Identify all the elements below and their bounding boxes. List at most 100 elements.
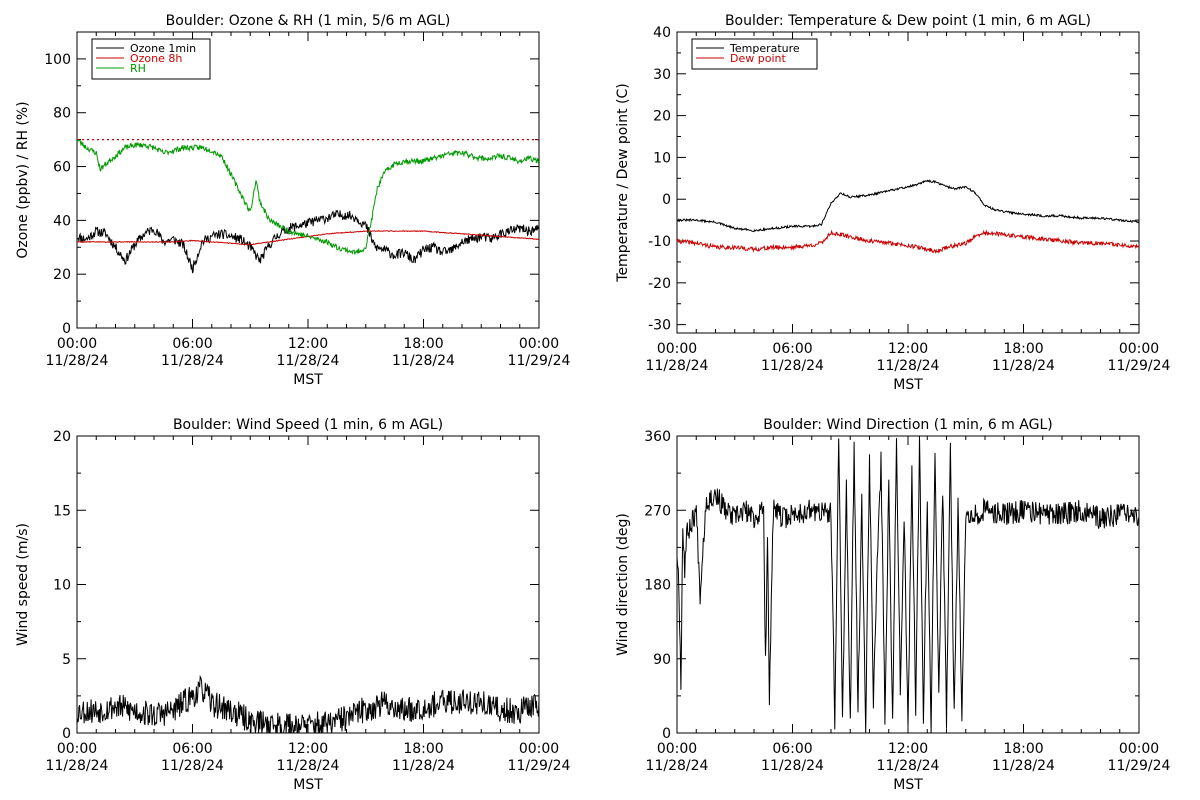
x-tick-label: 11/28/24 — [46, 353, 109, 369]
y-tick-label: 40 — [653, 25, 671, 41]
legend-label: Ozone 1min — [130, 42, 196, 55]
x-tick-label: 18:00 — [1003, 341, 1043, 357]
y-tick-label: 0 — [62, 321, 71, 337]
legend-box — [91, 38, 211, 80]
data-area — [77, 674, 539, 733]
y-tick-label: 20 — [53, 429, 71, 445]
x-tick-label: 06:00 — [772, 341, 812, 357]
y-axis-label: Wind speed (m/s) — [15, 523, 31, 646]
legend-label: Ozone 8h — [130, 52, 182, 65]
legend-box — [691, 38, 818, 70]
x-tick-label: 11/28/24 — [877, 758, 940, 774]
series-line-temperature — [677, 179, 1139, 233]
x-tick-label: 11/29/24 — [508, 758, 571, 774]
y-tick-label: -30 — [648, 318, 671, 334]
y-tick-label: 90 — [653, 652, 671, 668]
y-axis-label: Wind direction (deg) — [615, 513, 631, 656]
legend-label: Temperature — [729, 42, 800, 55]
y-tick-label: -10 — [648, 234, 671, 250]
x-tick-label: 12:00 — [888, 741, 928, 757]
panel-title: Boulder: Ozone & RH (1 min, 5/6 m AGL) — [166, 13, 451, 29]
panel-title: Boulder: Temperature & Dew point (1 min,… — [725, 13, 1091, 29]
x-tick-label: 11/28/24 — [161, 353, 224, 369]
x-axis-label: MST — [893, 377, 923, 393]
y-tick-label: 0 — [662, 192, 671, 208]
y-tick-label: 10 — [53, 578, 71, 594]
panel-ozone-rh: Boulder: Ozone & RH (1 min, 5/6 m AGL) M… — [15, 13, 571, 388]
x-tick-label: 11/28/24 — [161, 758, 224, 774]
plot-frame — [76, 435, 540, 734]
x-tick-label: 00:00 — [657, 741, 697, 757]
x-axis-label: MST — [293, 777, 323, 793]
x-tick-label: 12:00 — [288, 741, 328, 757]
x-tick-label: 11/28/24 — [392, 353, 455, 369]
x-tick-label: 11/28/24 — [761, 358, 824, 374]
x-tick-label: 11/28/24 — [646, 358, 709, 374]
x-tick-label: 06:00 — [172, 741, 212, 757]
panel-wind-speed: Boulder: Wind Speed (1 min, 6 m AGL) MST… — [15, 417, 571, 793]
y-tick-label: 15 — [53, 503, 71, 519]
x-tick-label: 11/28/24 — [877, 358, 940, 374]
series-line-dew-point — [677, 229, 1139, 254]
series-line-ozone-1min — [77, 209, 539, 274]
y-tick-label: 30 — [653, 67, 671, 83]
x-tick-label: 11/28/24 — [277, 353, 340, 369]
x-axis-label: MST — [293, 372, 323, 388]
x-tick-label: 11/28/24 — [392, 758, 455, 774]
y-tick-label: 40 — [53, 213, 71, 229]
x-tick-label: 18:00 — [1003, 741, 1043, 757]
x-tick-label: 11/28/24 — [277, 758, 340, 774]
x-tick-label: 18:00 — [403, 741, 443, 757]
y-tick-label: 20 — [653, 109, 671, 125]
y-tick-label: 10 — [653, 150, 671, 166]
series-line-ozone-8h — [77, 230, 539, 246]
x-tick-label: 18:00 — [403, 336, 443, 352]
data-area — [677, 179, 1139, 254]
plot-frame — [676, 435, 1140, 734]
x-tick-label: 11/28/24 — [46, 758, 109, 774]
x-tick-label: 12:00 — [288, 336, 328, 352]
y-axis-label: Ozone (ppbv) / RH (%) — [15, 101, 31, 258]
legend-label: Dew point — [730, 52, 786, 65]
y-tick-label: 80 — [53, 106, 71, 122]
x-tick-label: 00:00 — [519, 336, 559, 352]
y-tick-label: 180 — [644, 578, 671, 594]
x-tick-label: 12:00 — [888, 341, 928, 357]
panel-title: Boulder: Wind Direction (1 min, 6 m AGL) — [763, 417, 1052, 433]
panel-wind-direction: Boulder: Wind Direction (1 min, 6 m AGL)… — [615, 417, 1171, 793]
x-tick-label: 11/28/24 — [646, 758, 709, 774]
x-tick-label: 00:00 — [57, 336, 97, 352]
panel-temperature-dewpoint: Boulder: Temperature & Dew point (1 min,… — [615, 13, 1171, 393]
plot-frame — [676, 31, 1140, 334]
series-line-rh — [77, 139, 539, 255]
data-area — [77, 139, 539, 274]
x-tick-label: 11/28/24 — [761, 758, 824, 774]
x-tick-label: 11/29/24 — [1108, 758, 1171, 774]
panel-title: Boulder: Wind Speed (1 min, 6 m AGL) — [173, 417, 443, 433]
x-axis-label: MST — [893, 777, 923, 793]
y-tick-label: 0 — [62, 726, 71, 742]
series-line-data — [77, 674, 539, 733]
x-tick-label: 00:00 — [657, 341, 697, 357]
x-tick-label: 11/28/24 — [992, 758, 1055, 774]
y-tick-label: 60 — [53, 160, 71, 176]
x-tick-label: 00:00 — [1119, 341, 1159, 357]
y-tick-label: 270 — [644, 503, 671, 519]
y-axis-label: Temperature / Dew point (C) — [615, 83, 631, 282]
x-tick-label: 11/29/24 — [1108, 358, 1171, 374]
x-tick-label: 11/28/24 — [992, 358, 1055, 374]
y-tick-label: 20 — [53, 267, 71, 283]
y-tick-label: 5 — [62, 652, 71, 668]
x-tick-label: 06:00 — [172, 336, 212, 352]
x-tick-label: 00:00 — [1119, 741, 1159, 757]
x-tick-label: 06:00 — [772, 741, 812, 757]
x-tick-label: 00:00 — [519, 741, 559, 757]
legend-label: RH — [130, 62, 146, 75]
y-tick-label: 360 — [644, 429, 671, 445]
y-tick-label: 100 — [44, 52, 71, 68]
data-area — [677, 436, 1139, 733]
y-tick-label: 0 — [662, 726, 671, 742]
y-tick-label: -20 — [648, 276, 671, 292]
x-tick-label: 11/29/24 — [508, 353, 571, 369]
